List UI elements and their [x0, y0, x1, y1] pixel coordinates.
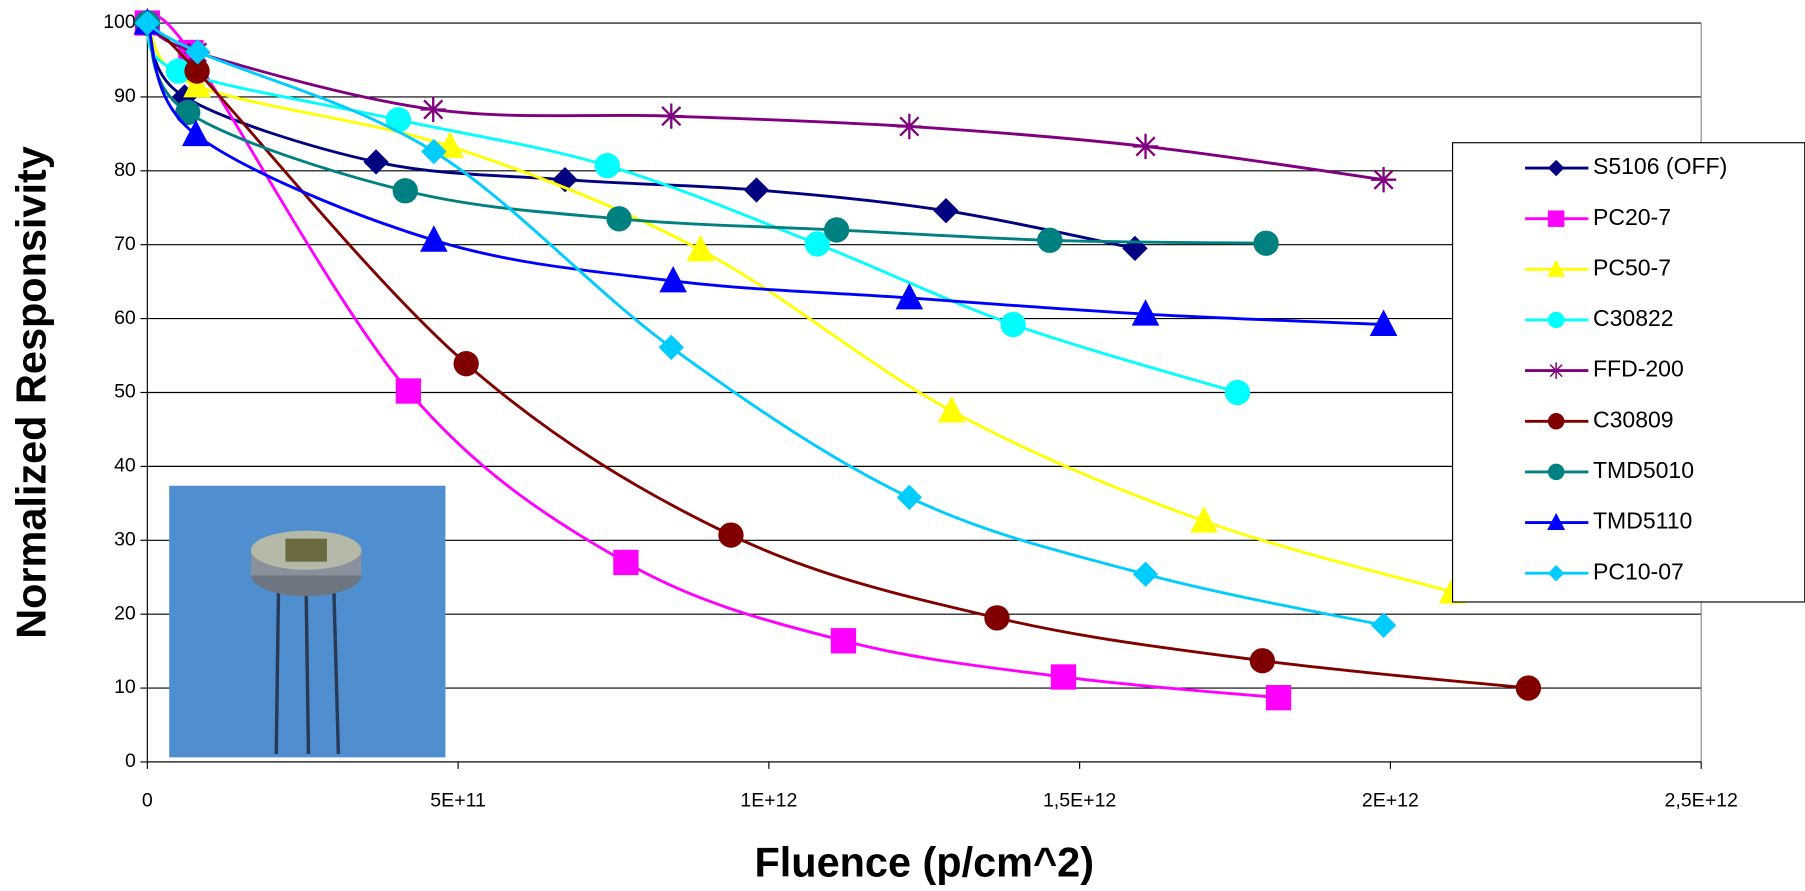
marker	[937, 396, 966, 423]
legend-label: PC50-7	[1593, 254, 1671, 280]
plot-area: 0 10 20 30 40 50 60 70 80 90 100 0 5E+11 1E+12 1,5E+12…	[103, 11, 1738, 811]
marker	[658, 334, 684, 361]
x-axis-title: Fluence (p/cm^2)	[754, 838, 1094, 885]
legend-marker	[1547, 463, 1565, 481]
x-tick-label: 2E+12	[1362, 789, 1419, 811]
legend-marker	[1547, 362, 1565, 379]
y-tick-label: 20	[114, 602, 136, 624]
y-tick-label: 0	[125, 750, 136, 772]
marker	[1249, 648, 1276, 674]
marker	[896, 113, 922, 140]
marker	[1122, 235, 1148, 262]
x-tick-label: 2,5E+12	[1664, 789, 1737, 811]
legend-label: TMD5110	[1593, 508, 1692, 534]
legend-marker	[1547, 259, 1566, 277]
x-tick-label: 1E+12	[740, 789, 797, 811]
legend-label: C30822	[1593, 305, 1674, 331]
marker	[606, 206, 632, 232]
marker	[165, 58, 192, 84]
legend-marker	[1547, 210, 1565, 227]
series-line	[145, 22, 1384, 326]
legend-label: PC20-7	[1593, 204, 1671, 230]
photo-sensor	[250, 530, 362, 754]
y-tick-label: 60	[114, 307, 136, 329]
marker	[1515, 675, 1542, 701]
legend-label: TMD5010	[1593, 457, 1694, 483]
marker	[658, 103, 684, 129]
legend-marker	[1547, 311, 1565, 329]
marker	[1131, 299, 1160, 326]
legend-box	[1451, 142, 1805, 603]
marker	[420, 96, 446, 123]
y-tick-label: 40	[114, 455, 136, 477]
marker	[659, 265, 687, 293]
series-line	[145, 22, 1136, 250]
legend: S5106 (OFF) PC20-7 PC50-7 C30822 FFD-200 C308…	[1451, 142, 1805, 603]
marker	[363, 149, 389, 175]
marker	[594, 152, 620, 179]
marker	[895, 282, 924, 310]
marker	[1224, 379, 1251, 406]
marker	[183, 70, 211, 98]
marker	[395, 378, 422, 404]
legend-marker	[1547, 512, 1566, 531]
y-tick-label: 100	[103, 11, 136, 33]
legend-marker	[1547, 564, 1565, 582]
legend-marker	[1547, 413, 1565, 430]
y-axis-title: Normalized Responsivity	[7, 146, 54, 639]
x-tick-label: 5E+11	[430, 789, 486, 811]
marker	[1037, 227, 1063, 253]
marker	[743, 177, 770, 203]
marker	[804, 231, 831, 257]
marker	[933, 198, 959, 224]
legend-label: FFD-200	[1593, 356, 1684, 382]
marker	[181, 119, 210, 147]
marker	[984, 605, 1010, 631]
y-tick-label: 70	[114, 233, 136, 255]
y-tick-label: 50	[114, 381, 136, 403]
legend-label: PC10-07	[1593, 558, 1684, 584]
marker	[453, 351, 479, 377]
x-tick-label: 0	[142, 789, 153, 811]
marker	[686, 234, 715, 262]
marker	[1370, 612, 1397, 638]
legend-label: C30809	[1593, 406, 1674, 432]
y-tick-label: 30	[114, 528, 136, 550]
legend-marker	[1547, 159, 1565, 177]
marker	[184, 58, 210, 84]
y-tick-label: 10	[114, 676, 136, 698]
marker	[1370, 167, 1397, 193]
marker	[185, 39, 211, 65]
marker	[1000, 311, 1026, 338]
marker	[1132, 133, 1159, 160]
marker	[1132, 561, 1159, 587]
marker	[896, 484, 922, 511]
marker	[1253, 230, 1279, 256]
marker	[613, 549, 639, 576]
marker	[1265, 685, 1292, 711]
x-tick-label: 1,5E+12	[1043, 789, 1116, 811]
marker	[1190, 506, 1218, 533]
marker	[392, 178, 418, 204]
series-line	[145, 22, 1238, 394]
marker	[1369, 309, 1398, 337]
legend-label: S5106 (OFF)	[1593, 153, 1727, 179]
y-tick-label: 80	[114, 159, 136, 181]
marker	[175, 99, 201, 126]
marker	[1050, 664, 1077, 690]
marker	[830, 628, 857, 654]
marker	[421, 138, 447, 165]
y-tick-label: 90	[114, 85, 136, 107]
series-line	[145, 22, 1267, 245]
marker	[718, 522, 744, 548]
marker	[420, 225, 448, 252]
marker	[823, 217, 850, 243]
marker	[385, 107, 412, 133]
